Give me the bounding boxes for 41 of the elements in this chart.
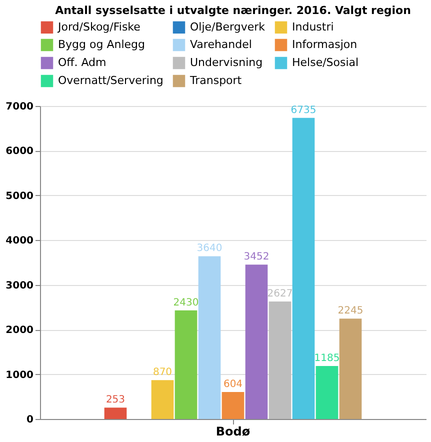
data-label: 604 xyxy=(223,378,243,390)
bar xyxy=(245,264,268,419)
y-tick-label: 7000 xyxy=(6,102,34,112)
data-label: 870 xyxy=(152,367,172,378)
bar xyxy=(339,318,362,419)
legend-label: Olje/Bergverk xyxy=(190,20,266,34)
y-tick-label: 2000 xyxy=(6,325,34,336)
data-label: 3640 xyxy=(196,243,222,254)
legend-label: Transport xyxy=(189,74,242,87)
y-tick-label: 4000 xyxy=(6,236,34,247)
legend-label: Overnatt/Servering xyxy=(58,74,164,87)
x-tick-label: Bodø xyxy=(216,424,250,438)
y-tick-label: 5000 xyxy=(6,190,34,202)
legend-label: Informasjon xyxy=(292,38,358,51)
y-tick-label: 6000 xyxy=(6,146,34,158)
y-tick-label: 1000 xyxy=(6,370,34,381)
legend-label: Bygg og Anlegg xyxy=(58,38,146,51)
bar xyxy=(292,118,315,419)
bar xyxy=(104,408,127,419)
bar xyxy=(316,366,338,419)
data-label: 253 xyxy=(106,394,126,406)
bar xyxy=(174,310,198,419)
data-label: 2245 xyxy=(338,306,364,317)
legend-label: Off. Adm xyxy=(58,56,106,69)
legend-label: Undervisning xyxy=(190,56,263,69)
legend-label: Industri xyxy=(292,20,334,34)
data-label: 2627 xyxy=(267,288,293,300)
data-label: 6735 xyxy=(290,104,316,116)
data-label: 2430 xyxy=(173,297,199,308)
legend-label: Varehandel xyxy=(190,38,252,51)
legend-label: Jord/Skog/Fiske xyxy=(57,20,141,34)
legend-label: Helse/Sosial xyxy=(292,56,359,69)
data-label: 1185 xyxy=(314,353,340,364)
y-tick-label: 0 xyxy=(26,414,34,426)
bar xyxy=(198,256,221,419)
y-tick-label: 3000 xyxy=(6,280,34,292)
chart-title: Antall sysselsatte i utvalgte næringer. 2016. Valgt region xyxy=(55,4,411,17)
bar xyxy=(151,380,174,419)
bar xyxy=(268,302,292,419)
data-label: 3452 xyxy=(244,252,270,263)
bar xyxy=(222,392,244,419)
